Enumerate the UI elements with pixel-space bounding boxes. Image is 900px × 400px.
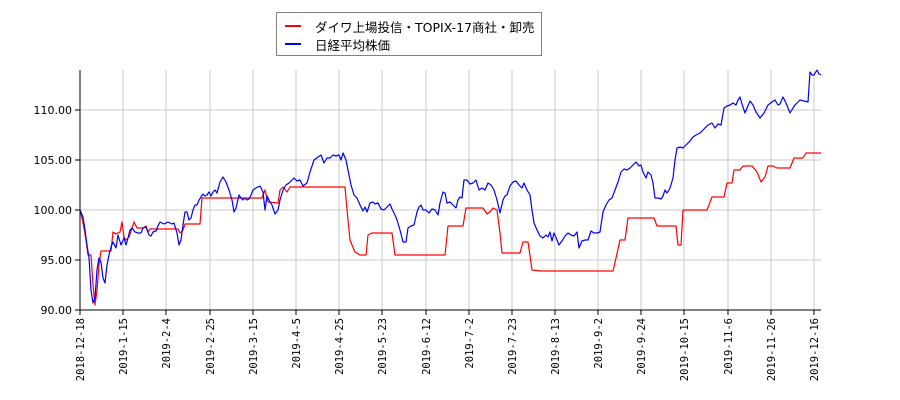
- x-tick-label: 2019-7-2: [464, 318, 476, 369]
- series-lines: [79, 69, 822, 306]
- x-axis-labels: 2018-12-18 2019-1-15 2019-2-4 2019-2-25 2019…: [75, 318, 821, 381]
- x-tick-label: 2019-9-24: [636, 318, 648, 375]
- daiwa-series-line: [79, 152, 821, 306]
- x-tick-label: 2019-2-4: [161, 318, 173, 369]
- grid-lines: [80, 70, 821, 310]
- legend-item-daiwa: ダイワ上場投信・TOPIX-17商社・卸売: [285, 17, 535, 35]
- x-tick-label: 2019-1-15: [118, 318, 130, 375]
- x-tick-label: 2019-8-13: [550, 318, 562, 375]
- x-tick-label: 2018-12-18: [75, 318, 87, 381]
- x-tick-label: 2019-10-15: [679, 318, 691, 381]
- axes: [75, 70, 821, 315]
- y-tick-label: 95.00: [41, 254, 73, 267]
- x-tick-label: 2019-12-16: [809, 318, 821, 381]
- x-tick-label: 2019-5-23: [377, 318, 389, 375]
- x-tick-label: 2019-4-25: [334, 318, 346, 375]
- red-line-swatch-icon: [285, 25, 301, 27]
- blue-line-swatch-icon: [285, 43, 301, 45]
- y-tick-label: 90.00: [41, 304, 73, 317]
- y-tick-label: 100.00: [34, 204, 73, 217]
- legend: ダイワ上場投信・TOPIX-17商社・卸売 日経平均株価: [276, 12, 542, 56]
- y-axis-labels: 90.00 95.00 100.00 105.00 110.00: [34, 104, 73, 317]
- x-tick-label: 2019-11-6: [723, 318, 735, 375]
- legend-item-nikkei: 日経平均株価: [285, 35, 390, 53]
- x-tick-label: 2019-2-25: [205, 318, 217, 375]
- y-tick-label: 105.00: [34, 154, 73, 167]
- x-tick-label: 2019-3-15: [248, 318, 260, 375]
- x-tick-label: 2019-11-26: [766, 318, 778, 381]
- legend-label: 日経平均株価: [315, 37, 391, 53]
- y-tick-label: 110.00: [34, 104, 73, 117]
- x-tick-label: 2019-7-23: [507, 318, 519, 375]
- x-tick-label: 2019-4-5: [291, 318, 303, 369]
- x-tick-label: 2019-6-12: [421, 318, 433, 375]
- nikkei-series-line: [79, 69, 822, 304]
- x-tick-label: 2019-9-2: [593, 318, 605, 369]
- legend-label: ダイワ上場投信・TOPIX-17商社・卸売: [315, 19, 535, 35]
